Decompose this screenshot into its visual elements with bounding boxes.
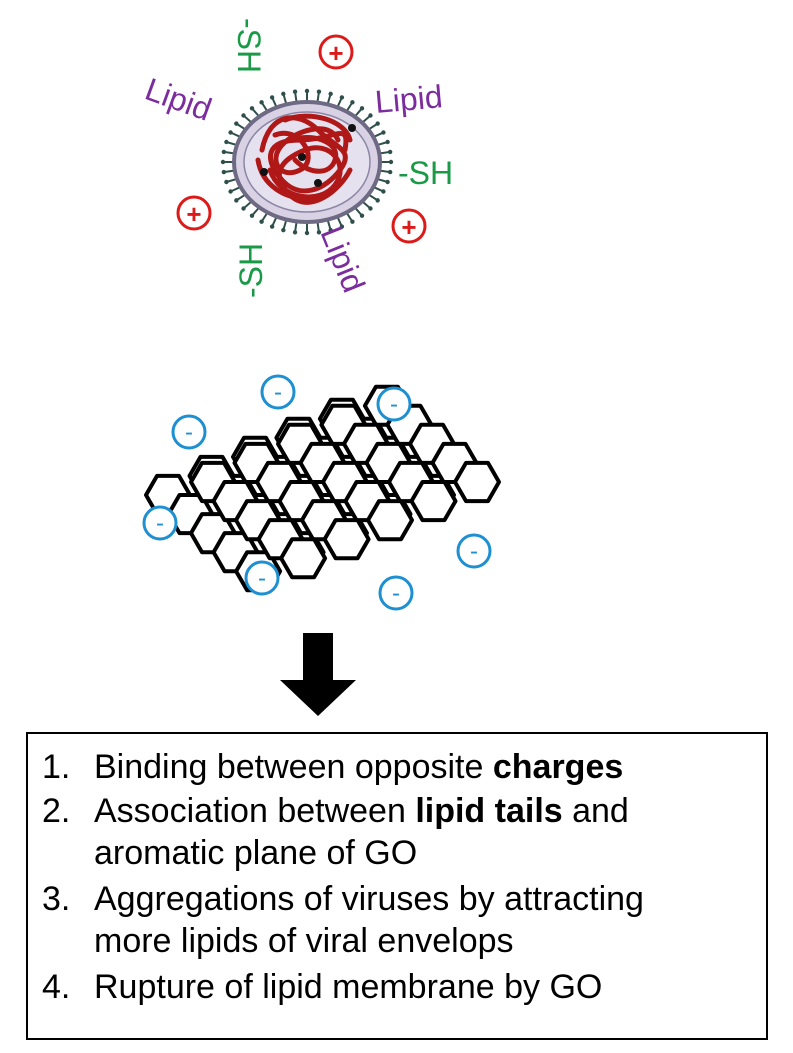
envelope-spikes: [220, 88, 394, 236]
envelope-spike-tip: [259, 100, 264, 105]
step-4: 4. Rupture of lipid membrane by GO: [42, 968, 603, 1006]
step-2-continuation: aromatic plane of GO: [94, 834, 418, 872]
negative-charge-icon: -: [376, 386, 412, 422]
negative-charge-icon: -: [171, 414, 207, 450]
carbon-ring: [279, 537, 328, 580]
envelope-spike-tip: [350, 100, 355, 105]
envelope-spike-tip: [241, 206, 246, 211]
negative-charge-icon: -: [260, 374, 296, 410]
envelope-spike-tip: [316, 89, 322, 94]
svg-text:-: -: [156, 510, 164, 537]
envelope-spike-tip: [316, 230, 322, 235]
envelope-spike-tip: [381, 189, 386, 194]
negative-charge-icon: -: [456, 533, 492, 569]
envelope-spike-tip: [339, 95, 345, 100]
envelope-spike-tip: [281, 91, 286, 97]
lipid-label-left: Lipid: [141, 71, 217, 128]
negative-charge-icon: -: [378, 575, 414, 611]
envelope-spike-tip: [388, 159, 394, 165]
thiol-label-right: -SH: [398, 155, 453, 191]
envelope-spike-tip: [385, 179, 390, 185]
envelope-spike-tip: [221, 169, 227, 175]
carbon-ring: [366, 499, 414, 542]
envelope-spike-tip: [328, 227, 333, 233]
carbon-ring: [322, 518, 371, 561]
envelope-spike-tip: [228, 130, 233, 135]
envelope-spike-tip: [234, 198, 239, 203]
svg-text:-: -: [390, 391, 398, 418]
envelope-spike-tip: [220, 159, 226, 165]
envelope-spike-tip: [269, 224, 275, 229]
envelope-spike-tip: [359, 106, 365, 111]
svg-text:+: +: [401, 212, 416, 242]
envelope-spike-tip: [224, 179, 229, 185]
envelope-spike-tip: [269, 95, 275, 100]
mechanism-steps-box: 1. Binding between opposite charges 2. Ass…: [26, 732, 768, 1040]
envelope-spike-tip: [328, 91, 333, 97]
envelope-spike-tip: [359, 213, 365, 218]
envelope-spike-tip: [221, 149, 227, 155]
envelope-spike-tip: [241, 113, 246, 118]
envelope-spike-tip: [387, 149, 393, 155]
step-3-continuation: more lipids of viral envelops: [94, 922, 514, 960]
negative-charge-icon: -: [244, 560, 280, 596]
svg-text:-: -: [392, 580, 400, 607]
positive-charge-icon: +: [391, 208, 427, 244]
svg-text:-: -: [258, 565, 266, 592]
envelope-spike-tip: [228, 189, 233, 194]
envelope-spike-tip: [234, 121, 239, 126]
virus-particle: [220, 88, 394, 236]
envelope-spike-tip: [350, 219, 355, 224]
lipid-label-right: Lipid: [373, 78, 443, 120]
step-3: 3. Aggregations of viruses by attracting: [42, 880, 644, 918]
virus-core-dots: [260, 124, 356, 187]
graphene-oxide-sheet: [144, 384, 501, 593]
envelope-spike-tip: [368, 206, 373, 211]
down-arrow-icon: [280, 633, 356, 716]
envelope-spike-tip: [304, 230, 310, 236]
carbon-ring: [453, 460, 501, 504]
envelope-spike-tip: [381, 130, 386, 135]
thiol-label-top: -SH: [231, 18, 267, 73]
envelope-spike-tip: [339, 224, 345, 229]
step-2: 2. Association between lipid tails and: [42, 792, 629, 830]
positive-charge-icon: +: [318, 34, 354, 70]
envelope-spike-tip: [385, 139, 390, 145]
envelope-spike-tip: [292, 230, 298, 235]
envelope-spike-tip: [375, 198, 380, 203]
envelope-spike-tip: [375, 121, 380, 126]
lipid-label-bottom: Lipid: [314, 221, 373, 297]
svg-text:-: -: [274, 379, 282, 406]
thiol-label-bottom: -SH: [233, 243, 269, 298]
svg-text:-: -: [470, 538, 478, 565]
carbon-ring: [409, 480, 458, 523]
envelope-spike-tip: [249, 213, 255, 218]
envelope-spike-tip: [387, 169, 393, 175]
envelope-spike-tip: [304, 88, 310, 94]
envelope-spike-tip: [281, 227, 286, 233]
positive-charge-icon: +: [176, 195, 212, 231]
viral-rna: [255, 113, 353, 205]
envelope-spike-tip: [292, 89, 298, 94]
svg-text:+: +: [328, 38, 343, 68]
step-1: 1. Binding between opposite charges: [42, 748, 624, 786]
envelope-spike-tip: [249, 106, 255, 111]
envelope-spike-tip: [368, 113, 373, 118]
svg-text:+: +: [186, 199, 201, 229]
svg-text:-: -: [185, 419, 193, 446]
envelope-spike-tip: [259, 219, 264, 224]
envelope-spike-tip: [224, 139, 229, 145]
negative-charge-icon: -: [142, 505, 178, 541]
